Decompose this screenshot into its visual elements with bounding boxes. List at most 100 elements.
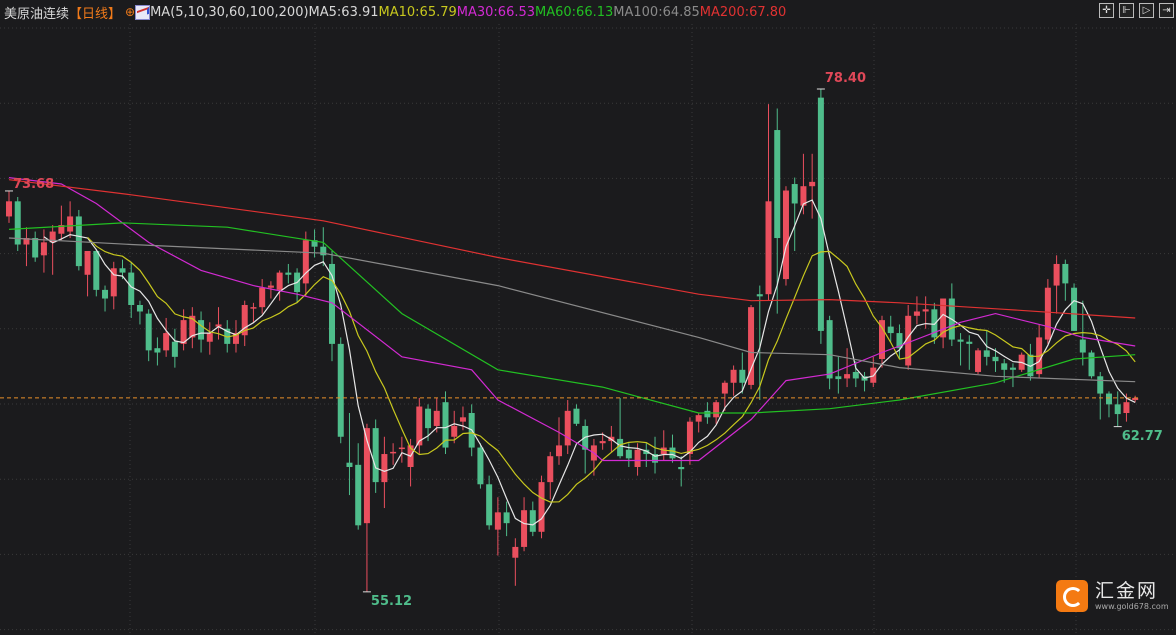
candle-down	[652, 454, 659, 463]
candle-up	[809, 181, 816, 187]
candle-up	[416, 406, 423, 446]
candle-up	[940, 298, 947, 338]
candle-up	[879, 320, 885, 359]
candle-down	[1114, 404, 1121, 415]
candle-down	[957, 339, 964, 342]
candle-up	[695, 415, 702, 422]
ma10-value: MA10:65.79	[378, 4, 457, 20]
candle-down	[739, 369, 746, 383]
play-step-icon[interactable]: ▷	[1139, 3, 1154, 18]
candle-up	[686, 421, 693, 455]
candle-down	[1097, 376, 1104, 394]
candle-down	[625, 449, 632, 459]
candle-up	[259, 287, 266, 308]
candle-up	[110, 268, 117, 297]
candle-up	[512, 546, 519, 558]
candle-down	[852, 371, 859, 379]
candle-up	[163, 333, 170, 351]
candle-up	[58, 225, 65, 234]
candle-up	[267, 285, 274, 288]
candle-down	[425, 408, 432, 429]
chart-toolbar: ✛ ⊩ ▷ ⇥	[1099, 3, 1174, 18]
candle-up	[494, 512, 501, 530]
candle-up	[49, 231, 56, 243]
candle-up	[555, 445, 562, 457]
candle-up	[634, 449, 641, 467]
annotation-label: 73.68	[13, 176, 55, 192]
jump-end-icon[interactable]: ⇥	[1159, 3, 1174, 18]
candle-up	[975, 350, 982, 372]
candle-up	[547, 456, 554, 483]
ma-params[interactable]: MA(5,10,30,60,100,200)	[150, 4, 309, 20]
candle-down	[1027, 354, 1034, 377]
gold678-logo-icon	[1056, 580, 1088, 612]
candle-down	[329, 263, 336, 344]
annotation-label-recent-low: 62.77	[1121, 428, 1163, 444]
candle-down	[1088, 352, 1095, 377]
candle-down	[119, 268, 126, 273]
candle-up	[1123, 402, 1130, 413]
candle-down	[774, 130, 781, 239]
candle-down	[372, 428, 379, 483]
candle-down	[32, 238, 39, 258]
candle-up	[241, 305, 248, 336]
candle-down	[1062, 263, 1069, 284]
candle-down	[442, 402, 449, 448]
ma60-value: MA60:66.13	[535, 4, 614, 20]
candle-down	[678, 467, 685, 470]
candle-down	[198, 320, 205, 340]
period-selector[interactable]: 【日线】	[69, 6, 122, 22]
candle-down	[931, 309, 938, 338]
candle-down	[529, 510, 536, 532]
candle-down	[1071, 287, 1078, 331]
candle-down	[887, 326, 894, 334]
candle-down	[966, 341, 973, 344]
candle-up	[232, 333, 239, 344]
ma5-value: MA5:63.91	[308, 4, 379, 20]
crosshair-circle-icon[interactable]: ⊕	[125, 5, 136, 19]
candle-up	[844, 374, 851, 379]
candle-up	[433, 410, 440, 426]
watermark-name: 汇金网	[1095, 580, 1159, 602]
candle-up	[800, 186, 807, 206]
candle-down	[573, 408, 580, 424]
candle-down	[669, 447, 676, 459]
candle-up	[451, 425, 458, 437]
candle-down	[791, 184, 798, 204]
candle-up	[782, 190, 789, 280]
instrument-title[interactable]: 美原油连续	[4, 6, 70, 22]
candle-up	[564, 410, 571, 446]
candle-up	[538, 482, 545, 532]
candle-up	[730, 369, 737, 383]
candle-up	[215, 324, 222, 327]
crosshair-icon[interactable]: ✛	[1099, 3, 1114, 18]
candle-down	[503, 512, 510, 524]
candle-up	[521, 510, 528, 547]
candle-down	[992, 356, 999, 362]
candle-up	[84, 251, 91, 275]
candle-down	[486, 484, 493, 526]
candle-up	[381, 454, 388, 483]
candle-up	[1053, 263, 1060, 286]
candle-up	[276, 272, 283, 290]
candle-up	[398, 447, 405, 450]
candle-up	[599, 441, 606, 444]
ma-line-ma200	[8, 179, 1136, 319]
candle-down	[617, 438, 624, 457]
watermark-logo: 汇金网 www.gold678.com	[1056, 580, 1169, 612]
ma-line-ma30	[8, 177, 1136, 462]
ma-line-ma60	[8, 222, 1136, 414]
candle-up	[206, 333, 213, 342]
candle-up	[748, 307, 755, 385]
ma-line-ma5	[43, 199, 1136, 526]
candle-down	[1009, 367, 1016, 370]
ma-chart-icon[interactable]	[135, 4, 151, 20]
candle-up	[765, 201, 772, 295]
ma30-value: MA30:66.53	[456, 4, 536, 20]
candle-up	[390, 451, 397, 454]
candle-up	[302, 240, 309, 284]
candle-up	[40, 242, 47, 256]
zoom-range-icon[interactable]: ⊩	[1119, 3, 1134, 18]
candle-up	[6, 201, 12, 217]
